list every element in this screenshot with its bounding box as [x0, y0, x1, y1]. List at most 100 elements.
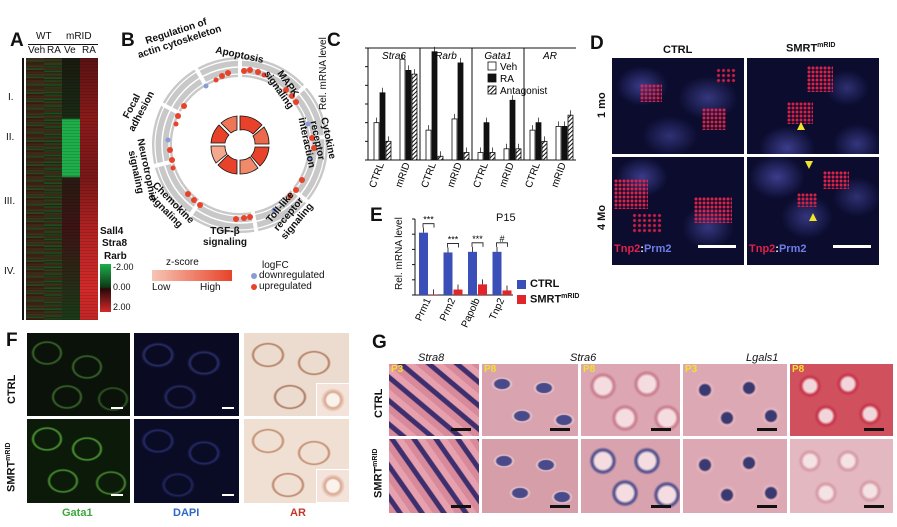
heatmap-colorscale [100, 264, 111, 312]
chart-e-bar [468, 251, 477, 295]
upregulated-points [167, 67, 317, 222]
chart-c-bar [477, 152, 484, 161]
chart-c-bar [529, 129, 536, 161]
chart-c-bar [405, 69, 412, 161]
heatmap-group-mrid: mRID [66, 31, 92, 42]
legend-smrt-main: SMRT [530, 293, 562, 306]
stain-left-blue: Prm2 [643, 243, 672, 255]
panel-g-gene-stra6: Stra6 [570, 352, 597, 364]
image-g-ctrl-3: P8 [581, 364, 680, 436]
chart-c-bar [509, 99, 516, 161]
panel-g-row-smrt-sup: mRID [372, 448, 379, 467]
chart-e-bar [443, 252, 453, 295]
legend-smrt-swatch [517, 295, 526, 304]
heatmap-col-1: Veh [28, 45, 46, 56]
inset-f-ar-ctrl [316, 383, 349, 416]
heatmap-column-4 [80, 58, 98, 320]
image-g-smrt-1 [389, 439, 479, 513]
heatmap-col-3: Ve [64, 45, 76, 56]
scale-bar-f-1 [111, 407, 123, 409]
panel-d-row-1mo: 1 mo [596, 92, 608, 118]
scale-bar-g-9 [757, 505, 777, 508]
scale-bar-g-10 [864, 505, 884, 508]
chart-e-significance: *** [448, 234, 459, 244]
downregulated-points [165, 83, 313, 213]
chart-e-bar [453, 289, 463, 295]
heatmap-col-2: RA [47, 45, 61, 56]
chart-c-bar [561, 126, 568, 161]
panel-e-label: E [370, 205, 383, 226]
chart-e-bar [492, 251, 502, 295]
panel-f-stain-dapi: DAPI [173, 507, 200, 519]
stain-right-blue: Prm2 [778, 243, 807, 255]
chart-c-bar [425, 129, 432, 161]
tnp2-signal-1 [640, 84, 662, 102]
legend-up-dot [251, 284, 257, 290]
scale-bar-g-3 [651, 428, 671, 431]
category-tgf-beta: TGF-β signaling [203, 226, 247, 248]
chart-c-legend-text: Antagonist [500, 86, 547, 97]
chart-c-bar [457, 62, 464, 161]
image-f-dapi-ctrl [134, 333, 239, 416]
image-g-ctrl-1: P3 [389, 364, 479, 436]
legend-smrt-text: SMRTmRID [530, 293, 579, 306]
panel-d-stain-left: Tnp2:Prm2 [614, 243, 671, 255]
chart-c-bar [555, 126, 562, 161]
chart-c-group-label: CTRL [524, 161, 543, 190]
panel-d-col-smrt-sup: mRID [817, 42, 836, 49]
chart-e-category-label: Prm2 [438, 296, 458, 323]
panel-g-row-smrt: SMRTmRID [372, 449, 385, 498]
tnp2-signal-8 [632, 213, 662, 233]
arrowhead-3 [809, 213, 817, 221]
image-g-smrt-3 [581, 439, 680, 513]
panel-f-row-smrt-sup: mRID [5, 442, 12, 461]
panel-f-row-smrt-main: SMRT [5, 460, 18, 492]
chart-e-ylabel: Rel. mRNA level [394, 217, 405, 290]
scale-bar-g-5 [864, 428, 884, 431]
image-d-smrt-1mo [747, 58, 879, 154]
image-g-ctrl-4: P3 [683, 364, 787, 436]
panel-d-col-ctrl: CTRL [663, 44, 693, 56]
heatmap-gene-sall4: Sall4 [100, 226, 124, 237]
image-f-ar-smrt [244, 419, 349, 503]
chart-c-bar [515, 148, 522, 161]
zscore-inner-ring [210, 115, 270, 175]
chart-c-bar [463, 152, 470, 161]
heatmap-column-3 [62, 58, 80, 320]
scale-bar-g-1 [451, 428, 471, 431]
panel-g-label: G [372, 332, 387, 353]
chart-c-bar [379, 92, 386, 161]
chart-c-bar [431, 51, 438, 161]
chart-c-group-label: mRID [498, 161, 517, 189]
zscore-legend-title: z-score [166, 257, 199, 268]
age-label-5: P8 [792, 364, 805, 375]
heatmap-col-4: RA [82, 45, 96, 56]
image-g-smrt-5 [790, 439, 893, 513]
tnp2-signal-2 [702, 108, 726, 130]
heatmap-cluster-1: I. [8, 92, 14, 103]
tnp2-signal-6 [614, 179, 648, 209]
chart-c-bar [411, 73, 418, 161]
heatmap-cluster-4: IV. [4, 266, 16, 277]
scale-bar-g-8 [651, 505, 671, 508]
arrowhead-2 [805, 161, 813, 169]
chart-c-bar [541, 140, 548, 161]
heatmap-scale-min: -2.00 [113, 262, 134, 272]
image-f-ar-ctrl [244, 333, 349, 416]
age-label-3: P8 [583, 364, 596, 375]
chart-c-bar [567, 114, 574, 161]
zscore-legend-high: High [200, 282, 221, 293]
zscore-legend-bar [152, 270, 232, 281]
go-circle-plot [145, 50, 337, 241]
image-f-dapi-smrt [134, 419, 239, 503]
panel-b-label: B [121, 30, 135, 51]
panel-d-label: D [590, 33, 604, 54]
chart-c-group-label: CTRL [420, 161, 439, 190]
image-f-gata1-ctrl [27, 333, 130, 416]
chart-c: Stra6 CTRL mRID Rarb CTRL mRID Gata1 CTRL mRID AR… [365, 46, 576, 190]
chart-c-group-label: mRID [446, 161, 465, 189]
heatmap-gene-rarb: Rarb [104, 251, 127, 262]
chart-e-significance: # [499, 234, 504, 244]
chart-e-significance-bracket [471, 242, 484, 247]
image-g-ctrl-5: P8 [790, 364, 893, 436]
